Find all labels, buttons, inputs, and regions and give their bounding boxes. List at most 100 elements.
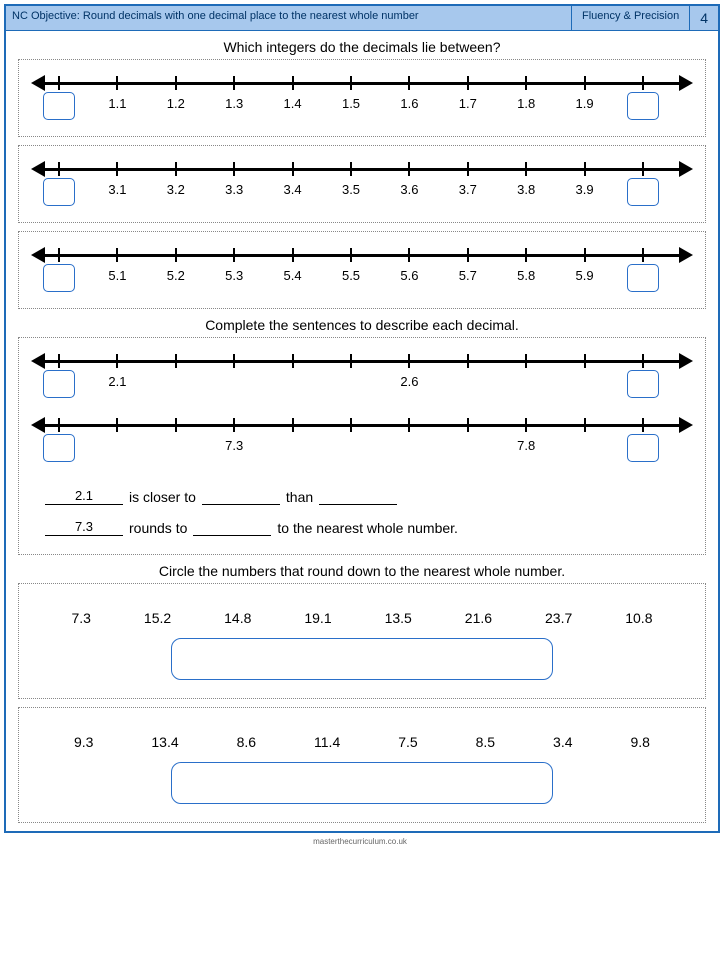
number-line: 1.11.21.31.41.51.61.71.81.9 <box>31 68 693 132</box>
number-value[interactable]: 11.4 <box>314 734 340 750</box>
answer-box-right[interactable] <box>627 370 659 398</box>
tick-label: 1.1 <box>108 96 126 111</box>
number-value[interactable]: 3.4 <box>553 734 572 750</box>
tick <box>642 248 644 262</box>
number-row: 9.3 13.4 8.6 11.4 7.5 8.5 3.4 9.8 <box>45 734 679 750</box>
number-row: 7.3 15.2 14.8 19.1 13.5 21.6 23.7 10.8 <box>45 610 679 626</box>
tick <box>467 248 469 262</box>
number-value[interactable]: 15.2 <box>144 610 171 626</box>
number-value[interactable]: 23.7 <box>545 610 572 626</box>
tick <box>116 248 118 262</box>
tick <box>642 418 644 432</box>
number-value[interactable]: 13.4 <box>151 734 178 750</box>
number-value[interactable]: 13.5 <box>385 610 412 626</box>
number-value[interactable]: 8.5 <box>476 734 495 750</box>
tick-label: 1.8 <box>517 96 535 111</box>
worksheet-page: NC Objective: Round decimals with one de… <box>4 4 720 833</box>
tick <box>175 418 177 432</box>
tick-label: 3.4 <box>284 182 302 197</box>
tick <box>467 76 469 90</box>
answer-box-left[interactable] <box>43 92 75 120</box>
tick-label: 1.7 <box>459 96 477 111</box>
tick-label: 5.5 <box>342 268 360 283</box>
tick <box>58 248 60 262</box>
number-value[interactable]: 10.8 <box>625 610 652 626</box>
number-value[interactable]: 8.6 <box>237 734 256 750</box>
answer-box-left[interactable] <box>43 370 75 398</box>
answer-box-right[interactable] <box>627 178 659 206</box>
tick <box>525 354 527 368</box>
tick <box>408 418 410 432</box>
tick <box>233 248 235 262</box>
tick <box>292 354 294 368</box>
tick <box>525 248 527 262</box>
sentence-2: 7.3 rounds to to the nearest whole numbe… <box>45 519 679 536</box>
s1-text1: is closer to <box>129 489 196 505</box>
footer-text: masterthecurriculum.co.uk <box>0 837 720 846</box>
tick <box>58 76 60 90</box>
tick-label: 5.3 <box>225 268 243 283</box>
tick <box>175 76 177 90</box>
q3-panel: 7.3 15.2 14.8 19.1 13.5 21.6 23.7 10.8 <box>18 583 706 699</box>
arrow-left-icon <box>31 247 45 263</box>
tick <box>233 162 235 176</box>
q2-lines: 2.12.67.37.8 <box>25 346 699 474</box>
tick-label: 7.8 <box>517 438 535 453</box>
s1-blank-prefill[interactable]: 2.1 <box>45 488 123 505</box>
tick <box>584 248 586 262</box>
s2-blank-2[interactable] <box>193 534 271 536</box>
tick <box>408 248 410 262</box>
number-line: 5.15.25.35.45.55.65.75.85.9 <box>31 240 693 304</box>
tick-label: 3.5 <box>342 182 360 197</box>
answer-box-right[interactable] <box>627 434 659 462</box>
sentence-area: 2.1 is closer to than 7.3 rounds to to t… <box>45 488 679 536</box>
s1-text2: than <box>286 489 313 505</box>
tick <box>408 76 410 90</box>
tick <box>467 354 469 368</box>
tick <box>642 354 644 368</box>
tick <box>233 76 235 90</box>
header-section: Fluency & Precision <box>572 6 690 30</box>
answer-box-large[interactable] <box>171 762 553 804</box>
tick-label: 5.2 <box>167 268 185 283</box>
number-value[interactable]: 7.5 <box>398 734 417 750</box>
q1-panel: 1.11.21.31.41.51.61.71.81.9 <box>18 59 706 137</box>
number-value[interactable]: 21.6 <box>465 610 492 626</box>
answer-box-large[interactable] <box>171 638 553 680</box>
answer-box-left[interactable] <box>43 264 75 292</box>
number-value[interactable]: 14.8 <box>224 610 251 626</box>
answer-box-right[interactable] <box>627 92 659 120</box>
s1-blank-3[interactable] <box>319 503 397 505</box>
s2-text1: rounds to <box>129 520 187 536</box>
header-page-number: 4 <box>690 6 718 30</box>
tick-label: 3.3 <box>225 182 243 197</box>
tick-label: 5.8 <box>517 268 535 283</box>
q1-panel: 3.13.23.33.43.53.63.73.83.9 <box>18 145 706 223</box>
number-value[interactable]: 19.1 <box>304 610 331 626</box>
q2-title: Complete the sentences to describe each … <box>6 317 718 333</box>
tick <box>642 76 644 90</box>
sentence-1: 2.1 is closer to than <box>45 488 679 505</box>
number-value[interactable]: 7.3 <box>71 610 90 626</box>
tick <box>584 76 586 90</box>
tick <box>642 162 644 176</box>
answer-box-left[interactable] <box>43 178 75 206</box>
number-value[interactable]: 9.8 <box>630 734 649 750</box>
answer-box-left[interactable] <box>43 434 75 462</box>
tick-label: 1.2 <box>167 96 185 111</box>
tick <box>233 418 235 432</box>
tick-label: 2.6 <box>400 374 418 389</box>
answer-box-right[interactable] <box>627 264 659 292</box>
tick-label: 1.9 <box>576 96 594 111</box>
q3-container: 7.3 15.2 14.8 19.1 13.5 21.6 23.7 10.8 9.3 13.4 8.… <box>6 583 718 823</box>
s2-blank-prefill[interactable]: 7.3 <box>45 519 123 536</box>
number-value[interactable]: 9.3 <box>74 734 93 750</box>
tick <box>175 248 177 262</box>
tick-label: 5.7 <box>459 268 477 283</box>
tick-label: 3.2 <box>167 182 185 197</box>
tick-label: 3.6 <box>400 182 418 197</box>
tick <box>58 418 60 432</box>
tick <box>175 162 177 176</box>
q2-panel: 2.12.67.37.8 2.1 is closer to than 7.3 r… <box>18 337 706 555</box>
s1-blank-2[interactable] <box>202 503 280 505</box>
